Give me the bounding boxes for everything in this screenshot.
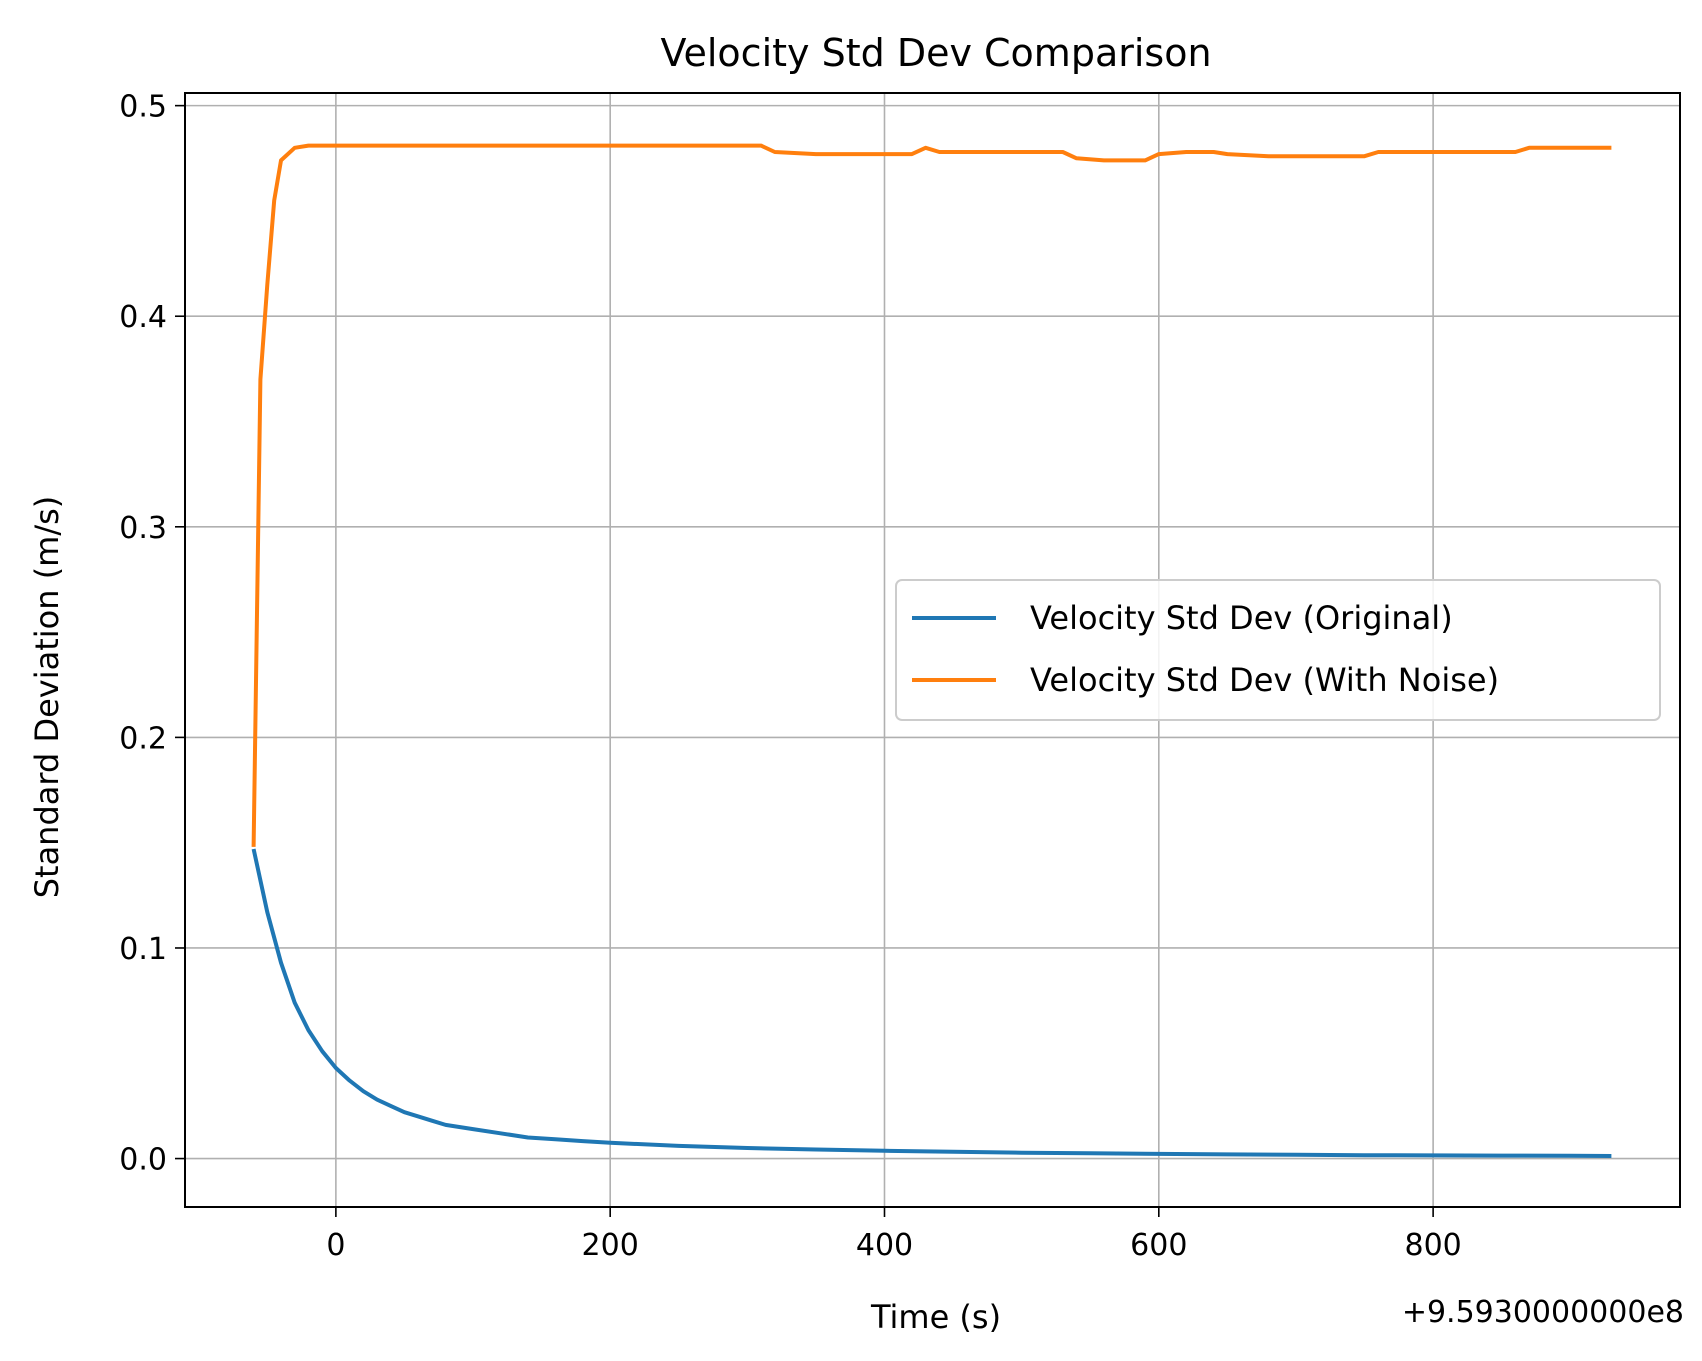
series-line-original (251, 848, 1612, 1158)
y-tick-label: 0.3 (119, 511, 167, 546)
y-tick-label: 0.5 (119, 90, 167, 125)
y-tick-label: 0.4 (119, 300, 167, 335)
y-tick-label: 0.0 (119, 1143, 167, 1178)
y-axis-label: Standard Deviation (m/s) (28, 496, 66, 899)
legend: Velocity Std Dev (Original) Velocity Std… (895, 579, 1661, 721)
tick-marks-and-labels: 0 200 400 600 800 0.0 0.1 0.2 0.3 0.4 0.5 (119, 90, 1461, 1263)
plot-frame (184, 92, 1681, 1208)
legend-box (895, 579, 1661, 721)
x-tick-label: 600 (1130, 1228, 1187, 1263)
x-tick-label: 400 (856, 1228, 913, 1263)
series-line-with-noise (251, 143, 1612, 847)
series-lines (251, 143, 1612, 1158)
legend-label-original: Velocity Std Dev (Original) (1030, 599, 1453, 637)
legend-label-with-noise: Velocity Std Dev (With Noise) (1030, 661, 1499, 699)
x-tick-label: 200 (582, 1228, 639, 1263)
x-tick-label: 800 (1404, 1228, 1461, 1263)
chart-title: Velocity Std Dev Comparison (660, 31, 1211, 75)
x-axis-offset-label: +9.5930000000e8 (1402, 1295, 1684, 1330)
y-tick-label: 0.1 (119, 932, 167, 967)
axes (184, 92, 1681, 1208)
x-axis-label: Time (s) (870, 1298, 1001, 1336)
x-tick-label: 0 (326, 1228, 345, 1263)
y-tick-label: 0.2 (119, 721, 167, 756)
grid-lines (185, 93, 1680, 1207)
